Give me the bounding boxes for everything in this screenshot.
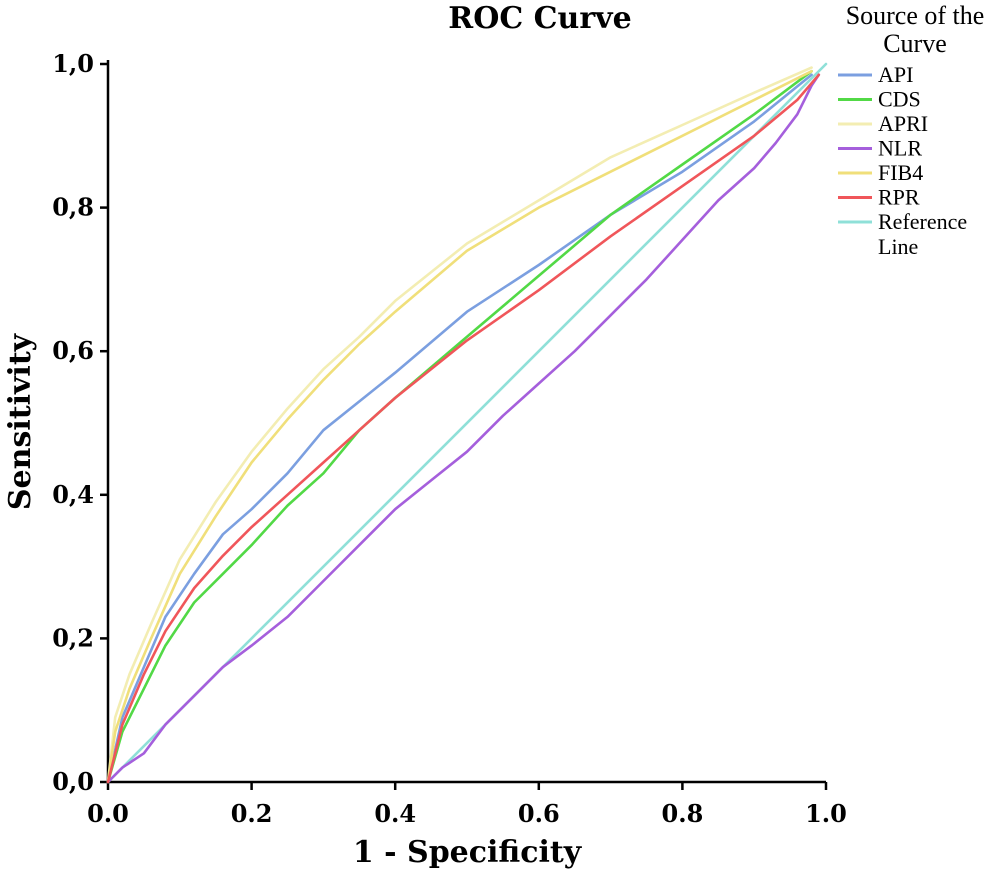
legend-label-reference-line: Line bbox=[878, 234, 918, 259]
x-tick-label: 0.4 bbox=[374, 799, 416, 828]
y-tick-label: 1,0 bbox=[52, 49, 94, 78]
y-tick-label: 0,2 bbox=[52, 623, 94, 652]
series-line-fib4 bbox=[106, 69, 813, 784]
plot-series bbox=[106, 62, 828, 784]
legend-label-nlr: NLR bbox=[878, 136, 922, 161]
x-tick-label: 0.0 bbox=[87, 799, 129, 828]
legend-label-reference-line: Reference bbox=[878, 209, 967, 234]
x-tick-label: 0.8 bbox=[662, 799, 704, 828]
y-tick-label: 0,8 bbox=[52, 193, 94, 222]
legend-label-api: API bbox=[878, 62, 913, 87]
chart-title: ROC Curve bbox=[448, 1, 631, 36]
series-line-rpr bbox=[106, 73, 821, 784]
legend-label-apri: APRI bbox=[878, 111, 928, 136]
legend-label-fib4: FIB4 bbox=[878, 160, 923, 185]
x-tick-label: 0.2 bbox=[231, 799, 273, 828]
legend-title-line: Curve bbox=[883, 29, 947, 58]
y-tick-label: 0,6 bbox=[52, 336, 94, 365]
axis-ticks: 0.0 0.2 0.4 0.6 0.8 1.0 0,0 0,2 0,4 0,6 0,8 1,0 bbox=[52, 49, 847, 828]
x-tick-label: 1.0 bbox=[805, 799, 847, 828]
series-line-nlr bbox=[106, 73, 821, 784]
legend-label-rpr: RPR bbox=[878, 185, 920, 210]
legend-label-cds: CDS bbox=[878, 87, 921, 112]
series-line-cds bbox=[106, 69, 813, 784]
series-line-api bbox=[106, 73, 813, 784]
legend-title-line: Source of the bbox=[846, 1, 985, 30]
y-tick-label: 0,4 bbox=[52, 480, 94, 509]
series-line-apri bbox=[106, 66, 813, 784]
x-axis-label: 1 - Specificity bbox=[353, 835, 583, 870]
x-tick-label: 0.6 bbox=[518, 799, 560, 828]
y-tick-label: 0,0 bbox=[52, 767, 94, 796]
y-axis-label: Sensitivity bbox=[3, 332, 38, 510]
